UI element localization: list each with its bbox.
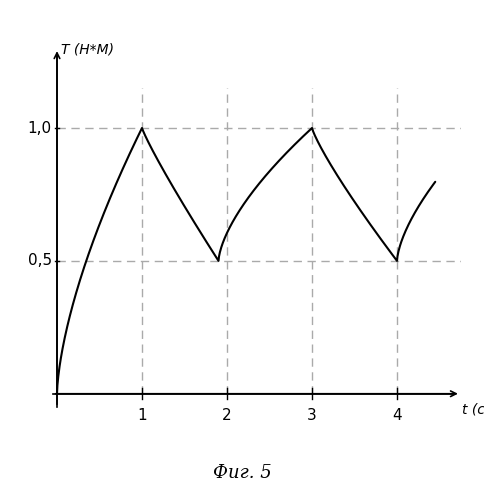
Text: Фиг. 5: Фиг. 5 [212,464,272,481]
Text: 2: 2 [222,408,231,424]
Text: 1: 1 [137,408,147,424]
Text: t (сек): t (сек) [462,402,484,416]
Text: T (Н*М): T (Н*М) [61,43,114,57]
Text: 3: 3 [306,408,316,424]
Text: 4: 4 [392,408,401,424]
Text: 0,5: 0,5 [28,254,52,268]
Text: 1,0: 1,0 [28,120,52,136]
